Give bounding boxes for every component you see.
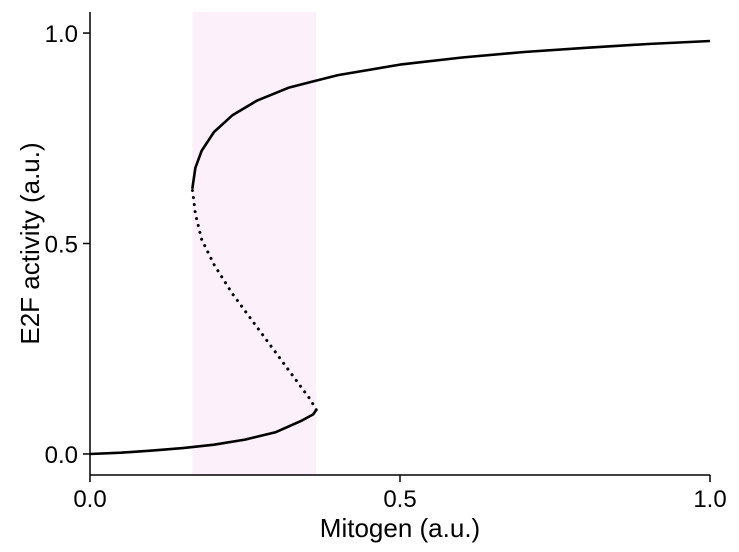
- series-1-solid-line: [89, 409, 318, 456]
- x-tick-label: 1.0: [693, 486, 726, 513]
- y-tick-label: 0.5: [45, 232, 78, 259]
- y-ticks: 0.0 0.5 1.0: [45, 21, 90, 469]
- series-layer: [89, 39, 711, 456]
- series-3-solid-line: [191, 39, 711, 189]
- x-ticks: 0.0 0.5 1.0: [73, 475, 727, 513]
- x-tick-label: 0.0: [73, 486, 106, 513]
- y-tick-label: 0.0: [45, 442, 78, 469]
- axes-layer: [89, 12, 710, 476]
- series-2-dotted-line: [190, 187, 318, 412]
- x-axis-title: Mitogen (a.u.): [320, 513, 480, 543]
- bistable-region-layer: [192, 12, 317, 475]
- y-tick-label: 1.0: [45, 21, 78, 48]
- bistable-region: [192, 12, 317, 475]
- x-tick-label: 0.5: [383, 486, 416, 513]
- y-axis-title: E2F activity (a.u.): [15, 142, 45, 344]
